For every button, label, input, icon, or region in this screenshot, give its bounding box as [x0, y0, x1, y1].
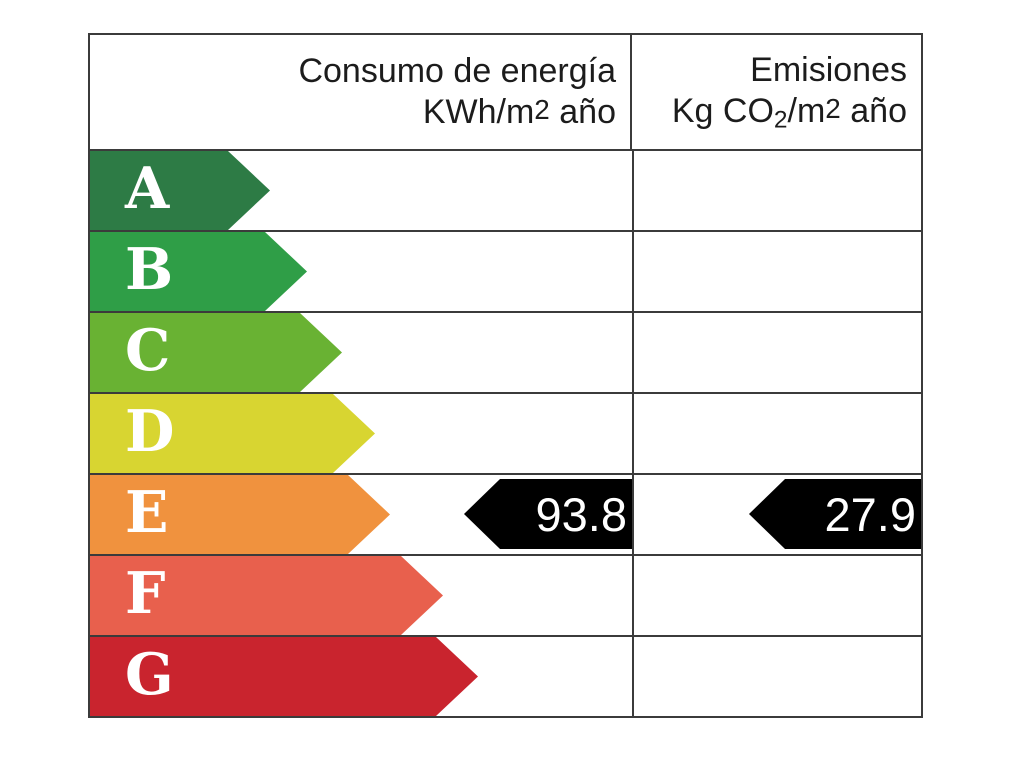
band-letter-a: A	[125, 155, 170, 222]
band-letter-d: D	[125, 398, 175, 465]
band-arrow-e: E	[90, 475, 390, 554]
rating-row-b: B	[90, 230, 921, 311]
consumption-value-marker: 93.8	[464, 479, 632, 549]
band-letter-e: E	[125, 479, 169, 546]
rating-row-d: D	[90, 392, 921, 473]
header-row: Consumo de energía KWh/m2 año Emisiones …	[90, 35, 921, 149]
consumption-header-line2: KWh/m2 año	[422, 93, 616, 131]
band-letter-g: G	[125, 641, 174, 708]
emissions-exponent: 2	[825, 92, 841, 124]
band-letter-f: F	[125, 560, 166, 627]
rating-row-g: G	[90, 635, 921, 716]
rating-row-f: F	[90, 554, 921, 635]
emissions-header: Emisiones Kg CO2/m2 año	[632, 35, 921, 149]
emissions-value: 27.9	[824, 487, 916, 541]
band-letter-c: C	[125, 317, 171, 384]
consumption-header-line1: Consumo de energía	[298, 52, 616, 91]
band-letter-b: B	[125, 236, 174, 303]
rating-row-a: A	[90, 149, 921, 230]
band-arrow-c: C	[90, 313, 342, 392]
consumption-value: 93.8	[535, 487, 627, 541]
band-arrow-f: F	[90, 556, 443, 635]
emissions-value-marker: 27.9	[749, 479, 921, 549]
co2-subscript: 2	[773, 105, 788, 133]
rating-row-c: C	[90, 311, 921, 392]
band-arrow-d: D	[90, 394, 375, 473]
band-arrow-a: A	[90, 151, 270, 230]
rating-row-e: E 93.8 27.9	[90, 473, 921, 554]
band-arrow-b: B	[90, 232, 307, 311]
consumption-exponent: 2	[534, 94, 550, 126]
band-arrow-g: G	[90, 637, 478, 716]
energy-certificate-table: Consumo de energía KWh/m2 año Emisiones …	[88, 33, 923, 718]
consumption-header: Consumo de energía KWh/m2 año	[90, 35, 632, 149]
emissions-header-line2: Kg CO2/m2 año	[671, 91, 907, 133]
emissions-header-line1: Emisiones	[750, 50, 907, 89]
